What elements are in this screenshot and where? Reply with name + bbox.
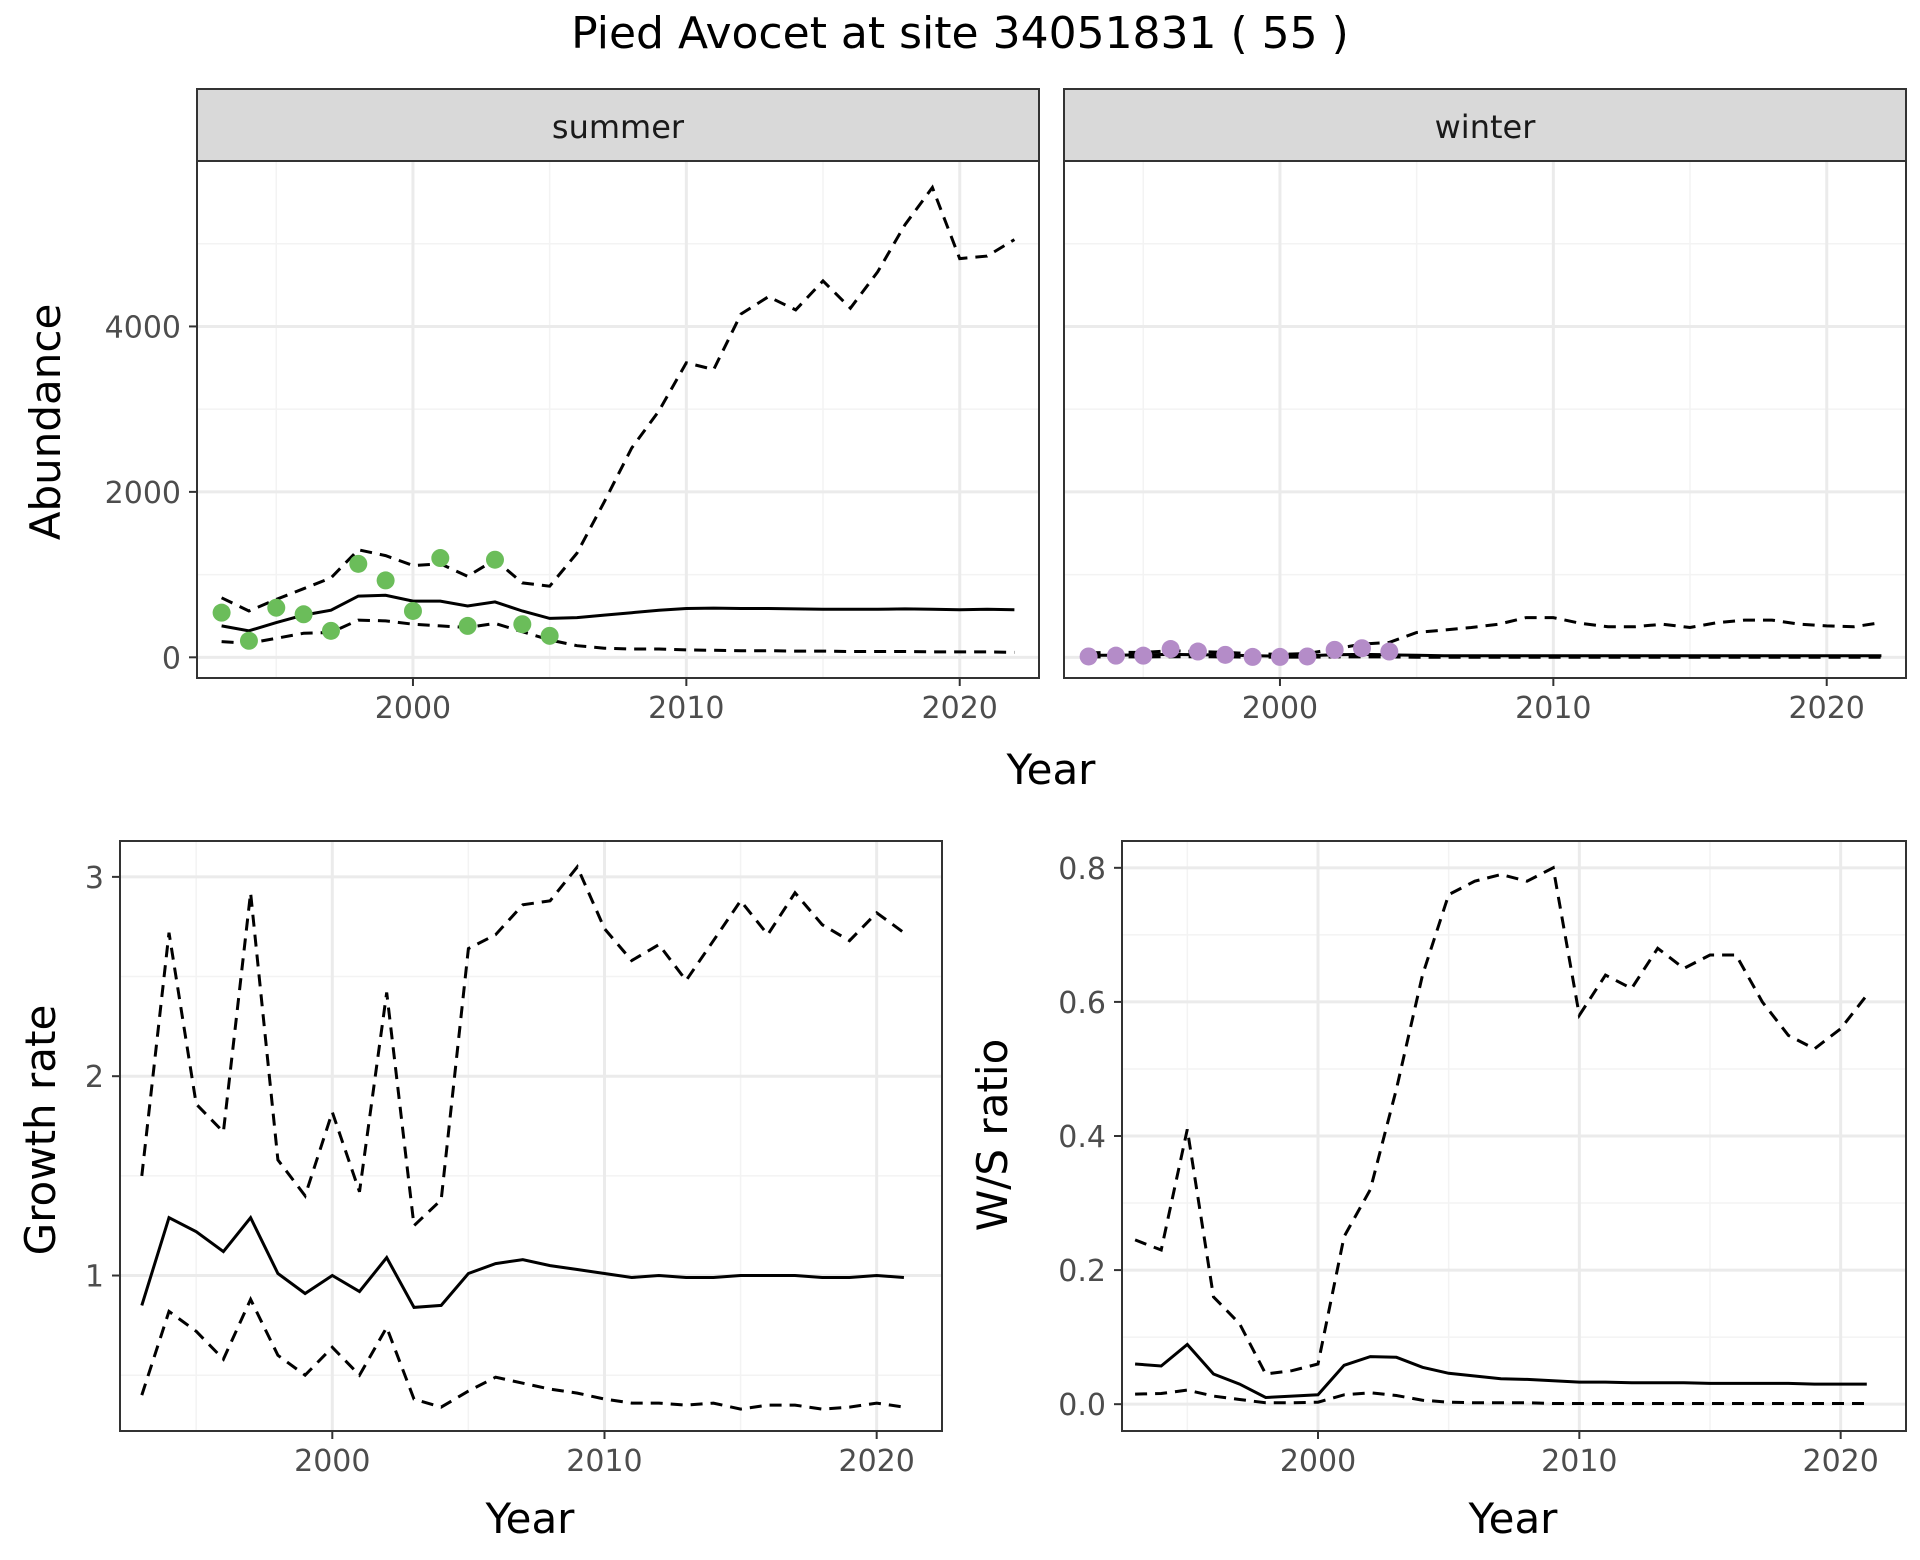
- growth-lower-bound-line: [140, 1295, 905, 1411]
- summer-mean-line: [221, 593, 1015, 633]
- growth-y-tick-label: 3: [85, 861, 104, 896]
- summer-observed-point: [267, 598, 286, 617]
- winter-mean-line: [1088, 652, 1882, 658]
- summer-upper-bound-line: [220, 184, 1016, 613]
- ratio-y-axis-title: W/S ratio: [968, 1039, 1017, 1232]
- ratio-lower-bound-line: [1135, 1388, 1867, 1405]
- ws-ratio-panel: W/S ratio Year 2000 2010 2020 0.0 0.2 0.4 0.6 0…: [968, 840, 1907, 1543]
- winter-panel-border: [1063, 160, 1907, 679]
- winter-observed-point: [1134, 646, 1153, 665]
- summer-lower-bound-line: [221, 618, 1015, 654]
- growth-y-tick-label: 1: [85, 1260, 104, 1295]
- summer-y-tick-label: 0: [162, 641, 181, 676]
- summer-facet: summer 2000 2010 2020 0 2000 4000: [105, 88, 1040, 726]
- summer-observed-point: [403, 601, 422, 620]
- winter-observed-point: [1188, 642, 1207, 661]
- growth-y-axis-title: Growth rate: [16, 1005, 65, 1256]
- winter-strip: [1063, 88, 1907, 162]
- figure-title: Pied Avocet at site 34051831 ( 55 ): [571, 8, 1349, 59]
- growth-y-tick-label: 2: [85, 1060, 104, 1095]
- summer-observed-point: [376, 571, 395, 590]
- growth-plot-background: [120, 841, 942, 1431]
- winter-observed-point: [1079, 647, 1098, 666]
- growth-x-tick-label: 2010: [566, 1444, 642, 1479]
- winter-facet: winter 2000 2010 2020: [1063, 88, 1907, 726]
- ratio-y-tick-label: 0.2: [1058, 1254, 1106, 1289]
- winter-observed-point: [1325, 640, 1344, 659]
- summer-plot-background: [197, 161, 1039, 678]
- ratio-x-tick-label: 2010: [1541, 1444, 1617, 1479]
- ratio-upper-bound-line: [1134, 865, 1868, 1376]
- growth-x-tick-label: 2020: [838, 1444, 914, 1479]
- winter-plot-background: [1064, 161, 1906, 678]
- summer-y-tick-label: 2000: [105, 476, 181, 511]
- winter-observed-point: [1161, 640, 1180, 659]
- winter-observed-point: [1243, 647, 1262, 666]
- winter-x-tick-label: 2010: [1515, 691, 1591, 726]
- summer-observed-point: [540, 626, 559, 645]
- winter-observed-point: [1380, 642, 1399, 661]
- summer-observed-point: [212, 603, 231, 622]
- summer-y-tick-label: 4000: [105, 310, 181, 345]
- winter-observed-point: [1216, 645, 1235, 664]
- summer-observed-point: [294, 605, 313, 624]
- summer-panel-border: [196, 160, 1040, 679]
- abundance-x-axis-title: Year: [1006, 745, 1097, 794]
- winter-upper-bound-line: [1088, 616, 1882, 656]
- summer-observed-point: [321, 621, 340, 640]
- ratio-x-axis-title: Year: [1468, 1494, 1559, 1543]
- summer-strip-label: summer: [552, 108, 685, 146]
- growth-mean-line: [140, 1214, 905, 1309]
- winter-x-tick-label: 2020: [1789, 691, 1865, 726]
- summer-observed-point: [458, 616, 477, 635]
- growth-x-tick-label: 2000: [294, 1444, 370, 1479]
- summer-x-tick-label: 2020: [922, 691, 998, 726]
- growth-x-axis-title: Year: [485, 1494, 576, 1543]
- winter-observed-point: [1352, 639, 1371, 658]
- ratio-y-tick-label: 0.8: [1058, 852, 1106, 887]
- winter-strip-label: winter: [1435, 108, 1537, 146]
- summer-observed-point: [349, 554, 368, 573]
- ratio-y-tick-label: 0.4: [1058, 1120, 1106, 1155]
- abundance-panel: summer 2000 2010 2020 0 2000 4000 winter 2000…: [21, 88, 1907, 794]
- winter-observed-point: [1298, 647, 1317, 666]
- winter-observed-point: [1270, 647, 1289, 666]
- ratio-y-tick-label: 0.0: [1058, 1388, 1106, 1423]
- growth-panel-border: [119, 840, 943, 1432]
- winter-x-tick-label: 2000: [1242, 691, 1318, 726]
- summer-observed-point: [239, 631, 258, 650]
- ratio-x-tick-label: 2020: [1802, 1444, 1878, 1479]
- summer-x-tick-label: 2010: [648, 691, 724, 726]
- growth-upper-bound-line: [140, 864, 905, 1229]
- summer-x-tick-label: 2000: [375, 691, 451, 726]
- summer-strip: [196, 88, 1040, 162]
- ratio-x-tick-label: 2000: [1280, 1444, 1356, 1479]
- summer-observed-point: [485, 550, 504, 569]
- ratio-y-tick-label: 0.6: [1058, 986, 1106, 1021]
- winter-observed-point: [1106, 646, 1125, 665]
- abundance-y-axis-title: Abundance: [21, 304, 70, 541]
- summer-observed-point: [431, 549, 450, 568]
- summer-observed-point: [513, 615, 532, 634]
- growth-rate-panel: Growth rate Year 2000 2010 2020 1 2 3: [16, 840, 943, 1543]
- ratio-mean-line: [1134, 1342, 1867, 1400]
